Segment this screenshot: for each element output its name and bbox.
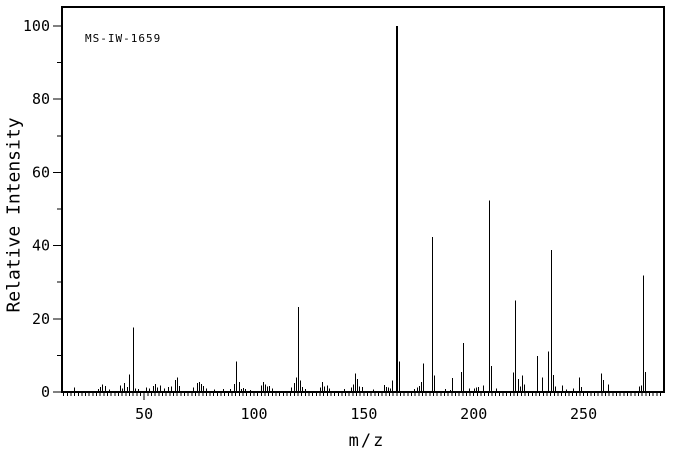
- x-axis-title: m/z: [348, 431, 386, 451]
- x-tick-label: 150: [350, 405, 377, 423]
- y-axis-title: Relative Intensity: [3, 117, 25, 313]
- plot-frame: [61, 6, 665, 393]
- y-tick-label: 20: [32, 310, 50, 328]
- y-tick-label: 0: [41, 383, 50, 401]
- y-tick-label: 100: [23, 17, 50, 35]
- y-tick-label: 80: [32, 90, 50, 108]
- x-tick-label: 250: [570, 405, 597, 423]
- spectrum-id-label: MS-IW-1659: [85, 32, 162, 45]
- x-tick-label: 50: [135, 405, 153, 423]
- y-tick-label: 60: [32, 163, 50, 181]
- x-tick-label: 200: [460, 405, 487, 423]
- y-tick-label: 40: [32, 237, 50, 255]
- x-tick-label: 100: [240, 405, 267, 423]
